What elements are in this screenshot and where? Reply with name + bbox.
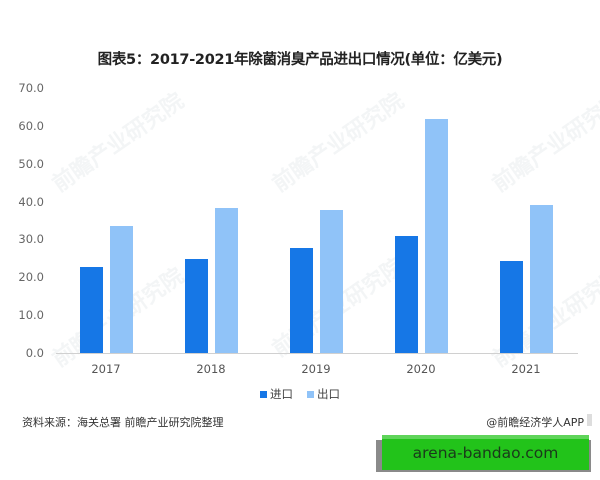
bar-export-2017[interactable] xyxy=(110,226,133,353)
legend-label-import: 进口 xyxy=(270,387,293,401)
chart-title: 图表5：2017-2021年除菌消臭产品进出口情况(单位：亿美元) xyxy=(97,52,503,68)
legend-label-export: 出口 xyxy=(317,387,340,401)
y-tick-label: 10.0 xyxy=(18,308,44,323)
y-tick-label: 50.0 xyxy=(18,156,44,171)
watermark-text: 前瞻产业研究院 xyxy=(48,88,189,198)
legend-item-export[interactable]: 出口 xyxy=(307,386,340,402)
plot-area: 前瞻产业研究院前瞻产业研究院前瞻产业研究院前瞻产业研究院前瞻产业研究院前瞻产业研… xyxy=(18,81,600,376)
bar-export-2018[interactable] xyxy=(215,208,238,353)
watermark-text: 前瞻产业研究院 xyxy=(268,88,409,198)
x-tick-label: 2019 xyxy=(301,362,331,376)
bar-import-2021[interactable] xyxy=(500,261,523,353)
x-tick-label: 2020 xyxy=(406,362,436,376)
legend-swatch-export xyxy=(307,390,314,398)
x-tick-label: 2018 xyxy=(196,362,226,376)
watermark-text: 前瞻产业研究院 xyxy=(488,88,600,198)
legend-swatch-import xyxy=(260,390,267,398)
legend: 进口 出口 xyxy=(0,386,600,402)
bar-import-2017[interactable] xyxy=(80,267,103,353)
source-note: 资料来源：海关总署 前瞻产业研究院整理 xyxy=(22,416,224,429)
bar-import-2020[interactable] xyxy=(395,236,418,353)
legend-item-import[interactable]: 进口 xyxy=(260,386,293,402)
bar-export-2019[interactable] xyxy=(320,209,343,353)
bar-export-2021[interactable] xyxy=(530,204,553,353)
y-tick-label: 30.0 xyxy=(18,232,44,247)
bar-export-2020[interactable] xyxy=(425,119,448,353)
y-tick-label: 60.0 xyxy=(18,118,44,133)
x-tick-label: 2017 xyxy=(91,362,121,376)
bar-import-2019[interactable] xyxy=(290,248,313,353)
credit-note: @前瞻经济学人APP xyxy=(486,416,584,429)
x-axis-line xyxy=(56,353,578,354)
credit-marker xyxy=(587,414,592,426)
y-tick-label: 20.0 xyxy=(18,270,44,285)
y-tick-label: 40.0 xyxy=(18,194,44,209)
banner-highlight xyxy=(382,435,589,439)
banner-text: arena-bandao.com xyxy=(412,443,559,462)
y-tick-label: 70.0 xyxy=(18,81,44,95)
bar-import-2018[interactable] xyxy=(185,259,208,353)
x-tick-label: 2021 xyxy=(511,362,541,376)
site-banner[interactable]: arena-bandao.com xyxy=(382,435,589,470)
y-tick-label: 0.0 xyxy=(25,346,44,360)
